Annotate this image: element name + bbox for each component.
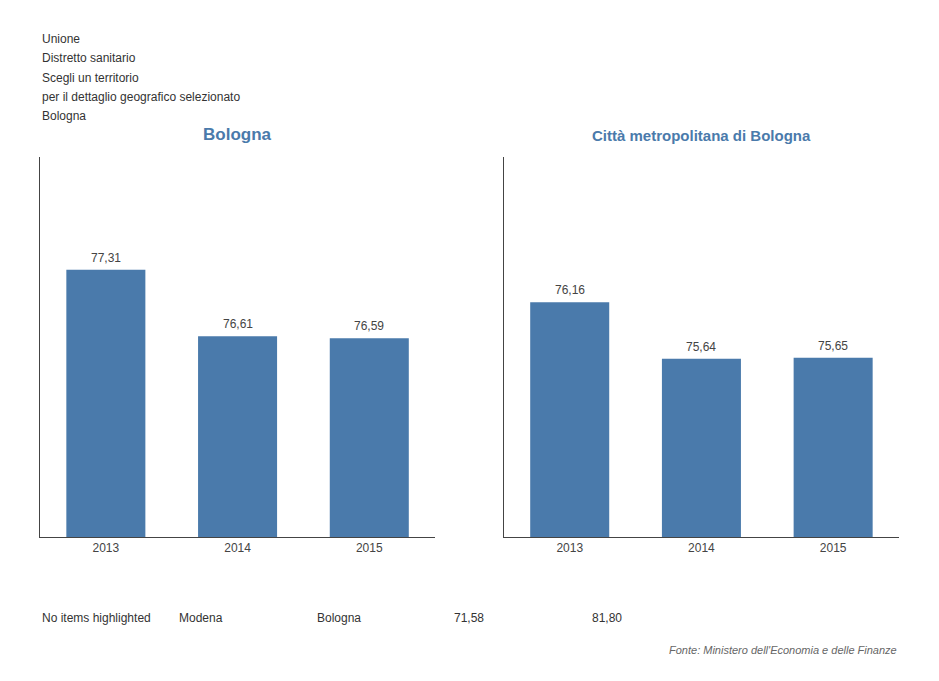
- svg-text:No items highlighted: No items highlighted: [42, 611, 151, 625]
- svg-text:Scegli un territorio: Scegli un territorio: [42, 71, 139, 85]
- svg-text:77,31: 77,31: [91, 251, 121, 265]
- svg-text:2014: 2014: [688, 541, 715, 555]
- svg-text:2013: 2013: [93, 541, 120, 555]
- svg-text:2015: 2015: [820, 541, 847, 555]
- svg-text:Modena: Modena: [179, 611, 223, 625]
- svg-text:75,64: 75,64: [686, 340, 716, 354]
- svg-text:Bologna: Bologna: [42, 109, 86, 123]
- svg-text:2015: 2015: [356, 541, 383, 555]
- svg-text:per il dettaglio geografico se: per il dettaglio geografico selezionato: [42, 90, 240, 104]
- svg-text:Distretto sanitario: Distretto sanitario: [42, 51, 136, 65]
- svg-text:76,16: 76,16: [555, 283, 585, 297]
- svg-text:81,80: 81,80: [592, 611, 622, 625]
- svg-text:Bologna: Bologna: [203, 125, 272, 144]
- svg-text:76,59: 76,59: [354, 319, 384, 333]
- svg-text:Città metropolitana di Bologna: Città metropolitana di Bologna: [592, 127, 811, 144]
- svg-text:76,61: 76,61: [223, 317, 253, 331]
- svg-text:2014: 2014: [224, 541, 251, 555]
- svg-text:71,58: 71,58: [454, 611, 484, 625]
- svg-text:Unione: Unione: [42, 32, 80, 46]
- svg-text:Bologna: Bologna: [317, 611, 361, 625]
- svg-text:Fonte: Ministero dell'Economia: Fonte: Ministero dell'Economia e delle F…: [669, 644, 897, 656]
- svg-text:2013: 2013: [556, 541, 583, 555]
- svg-text:75,65: 75,65: [818, 339, 848, 353]
